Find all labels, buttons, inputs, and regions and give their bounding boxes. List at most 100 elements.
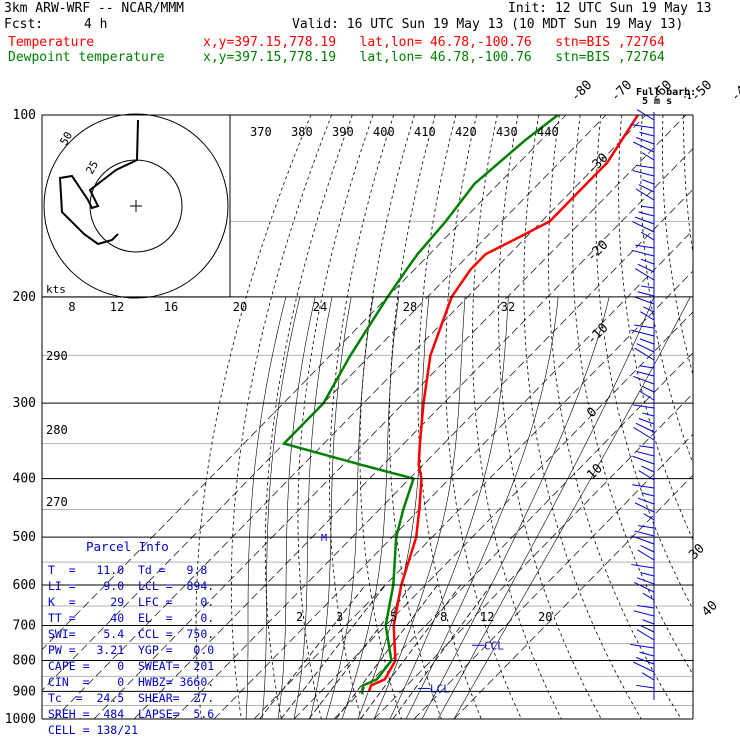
- wind-barb: [635, 137, 655, 145]
- mixing-ratio-label: 8: [440, 610, 447, 624]
- dry-adiabat: [661, 115, 693, 377]
- dewpoint-legend-info: x,y=397.15,778.19 lat,lon= 46.78,-100.76…: [203, 50, 665, 65]
- wind-barb: [639, 624, 655, 633]
- mixing-ratio-line: [259, 584, 366, 720]
- speed-axis-label: 20: [233, 300, 247, 314]
- isentrope-label: 430: [496, 125, 518, 139]
- isotherm-label: 10: [584, 461, 606, 483]
- wind-barb: [637, 263, 655, 273]
- mixing-ratio-line: [392, 584, 492, 720]
- dry-adiabat: [548, 115, 682, 720]
- parcel-row: PW = 3.21 YGP = 0.0: [48, 643, 215, 657]
- hodograph-ring-outer: [43, 113, 229, 299]
- isotherm: [333, 352, 693, 720]
- isentrope-label: 410: [414, 125, 436, 139]
- temperature-profile: [367, 115, 639, 692]
- wind-barb: [634, 347, 655, 361]
- isentrope-label: 400: [373, 125, 395, 139]
- wind-barb: [637, 604, 655, 609]
- hodograph-trace: [58, 119, 139, 246]
- hodograph-ring-label-50: 50: [57, 130, 75, 148]
- isotherm-label: -10: [584, 321, 611, 348]
- wind-barb: [632, 484, 655, 489]
- isotherm-label: -70: [608, 78, 635, 105]
- parcel-row: CAPE = 0 SWEAT= 201: [48, 659, 215, 673]
- isotherm-label: -40: [728, 78, 740, 105]
- isotherm-label: 0: [584, 405, 600, 421]
- wind-barb: [634, 324, 655, 329]
- mixing-ratio-label: 3: [336, 610, 343, 624]
- parcel-row: T = 11.0 Td = 9.8: [48, 563, 208, 577]
- isentrope-label: 440: [537, 125, 559, 139]
- wind-barb: [634, 530, 655, 537]
- wind-barb: [633, 404, 655, 409]
- moist-adiabat: [453, 296, 691, 720]
- speed-axis-label: 8: [68, 300, 75, 314]
- parcel-row: SWI= 5.4 CCL = 750.: [48, 627, 215, 641]
- dry-adiabat: [445, 115, 522, 720]
- wind-barb: [631, 535, 655, 545]
- wind-barb: [642, 592, 655, 601]
- dry-adiabat: [297, 115, 374, 720]
- moist-adiabat: [437, 296, 655, 720]
- wind-barb: [636, 577, 655, 585]
- wind-barb: [635, 188, 655, 201]
- wind-barb: [634, 502, 655, 513]
- mixing-ratio-label: 5: [390, 610, 397, 624]
- wind-barb: [639, 338, 655, 345]
- dry-adiabat: [683, 115, 693, 257]
- isentrope-label: 290: [46, 349, 68, 363]
- dry-adiabat: [417, 115, 482, 720]
- wind-barb: [640, 365, 655, 369]
- pressure-tick-label: 400: [13, 472, 36, 487]
- mixing-ratio-line: [280, 584, 386, 720]
- wind-barb: [632, 455, 655, 465]
- isotherm: [53, 115, 647, 720]
- wind-barb: [633, 661, 655, 673]
- wind-barb: [637, 497, 655, 505]
- mixing-ratio-label: 20: [538, 610, 552, 624]
- dry-adiabat: [523, 115, 642, 720]
- isotherm: [93, 115, 687, 720]
- wind-barb: [639, 445, 655, 449]
- wind-barb: [631, 564, 655, 569]
- wind-barb: [636, 629, 655, 641]
- hodograph-unit-label: kts: [46, 283, 66, 296]
- forecast-label: Fcst:: [4, 17, 44, 32]
- mixing-ratio-line: [335, 584, 438, 720]
- speed-axis-label: 16: [164, 300, 178, 314]
- wind-barb: [640, 311, 655, 321]
- init-time: Init: 12 UTC Sun 19 May 13: [508, 1, 712, 16]
- isotherm-label: 30: [686, 541, 708, 563]
- wind-barb: [630, 643, 655, 649]
- wind-barb: [639, 651, 655, 657]
- speed-axis-label: 32: [501, 300, 515, 314]
- hodograph: 25 50 kts: [41, 113, 231, 299]
- wind-barb: [638, 184, 655, 193]
- moist-adiabat: [325, 296, 374, 720]
- wind-barb: [639, 390, 655, 401]
- wind-barb: [630, 123, 655, 129]
- pressure-tick-label: 800: [13, 653, 36, 668]
- dry-adiabat: [264, 115, 353, 720]
- parcel-info-panel: Parcel Info T = 11.0 Td = 9.8 LI = 9.0 L…: [42, 537, 230, 737]
- wind-barb: [638, 525, 655, 529]
- wind-barb: [633, 610, 655, 617]
- wind-barb: [632, 170, 655, 177]
- pressure-tick-label: 600: [13, 578, 36, 593]
- wind-barb: [631, 249, 655, 257]
- parcel-row: SREH = 484 LAPSE= 5.6: [48, 707, 215, 721]
- dry-adiabat: [329, 115, 395, 720]
- dry-adiabat: [640, 115, 693, 465]
- wind-barb: [641, 492, 655, 497]
- parcel-row: CIN = 0 HWBZ= 3660.: [48, 675, 215, 689]
- valid-time: Valid: 16 UTC Sun 19 May 13 (10 MDT Sun …: [292, 17, 684, 32]
- dewpoint-profile: [282, 115, 559, 695]
- pressure-tick-label: 200: [13, 290, 36, 305]
- wind-barb: [640, 545, 655, 553]
- barb-key-unit-exponent: -1: [683, 93, 691, 101]
- wind-barb: [636, 371, 655, 377]
- wind-barb: [642, 412, 655, 417]
- lcl-label: LCL: [430, 682, 450, 695]
- wind-barb: [635, 657, 655, 665]
